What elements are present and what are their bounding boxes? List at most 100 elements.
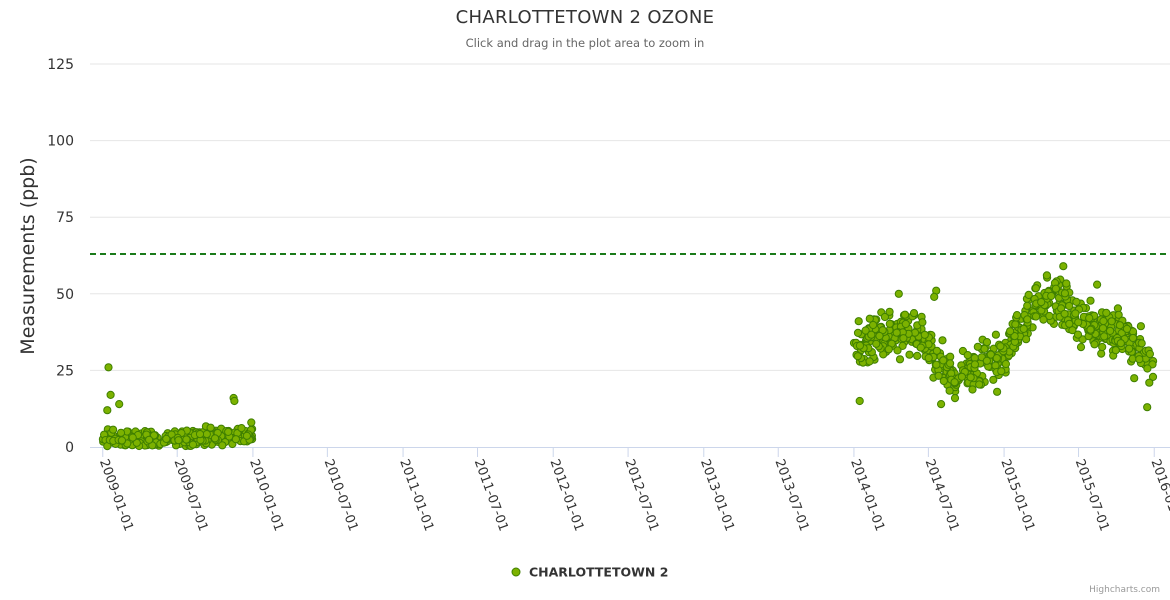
data-point[interactable] xyxy=(973,342,982,351)
data-point[interactable] xyxy=(946,352,955,361)
data-point[interactable] xyxy=(202,430,211,439)
data-point[interactable] xyxy=(892,328,901,337)
data-point[interactable] xyxy=(1086,296,1095,305)
data-point[interactable] xyxy=(1143,403,1152,412)
data-point[interactable] xyxy=(1148,372,1158,381)
data-point[interactable] xyxy=(880,312,890,322)
data-point[interactable] xyxy=(1093,280,1102,289)
data-point[interactable] xyxy=(1097,349,1106,358)
data-point[interactable] xyxy=(1098,342,1107,352)
data-point[interactable] xyxy=(1037,298,1046,307)
data-point[interactable] xyxy=(865,357,874,366)
data-point[interactable] xyxy=(242,431,251,440)
data-point[interactable] xyxy=(1116,339,1125,348)
data-point[interactable] xyxy=(982,356,992,365)
data-point[interactable] xyxy=(875,331,884,341)
data-point[interactable] xyxy=(992,354,1001,363)
data-point[interactable] xyxy=(986,350,995,359)
data-point[interactable] xyxy=(1122,324,1132,333)
data-point[interactable] xyxy=(1011,320,1020,329)
data-point[interactable] xyxy=(937,400,946,409)
data-point[interactable] xyxy=(901,319,910,329)
data-point[interactable] xyxy=(117,436,127,445)
data-point[interactable] xyxy=(898,341,907,350)
data-point[interactable] xyxy=(989,375,998,384)
data-point[interactable] xyxy=(1136,322,1146,331)
data-point[interactable] xyxy=(1107,317,1116,326)
data-point[interactable] xyxy=(1130,374,1139,383)
data-point[interactable] xyxy=(230,396,239,406)
legend[interactable]: CHARLOTTETOWN 2 xyxy=(511,565,668,580)
data-point[interactable] xyxy=(930,292,939,301)
data-point[interactable] xyxy=(963,351,972,360)
data-point[interactable] xyxy=(1023,315,1032,324)
data-point[interactable] xyxy=(993,387,1002,396)
data-point[interactable] xyxy=(885,307,894,316)
data-point[interactable] xyxy=(162,434,171,443)
data-point[interactable] xyxy=(1019,324,1028,333)
data-point[interactable] xyxy=(980,344,989,353)
data-point[interactable] xyxy=(1006,327,1015,336)
data-point[interactable] xyxy=(182,435,191,444)
data-point[interactable] xyxy=(1102,308,1111,317)
data-point[interactable] xyxy=(939,376,948,386)
data-point[interactable] xyxy=(109,425,118,434)
data-point[interactable] xyxy=(916,343,925,352)
data-point[interactable] xyxy=(913,351,922,360)
data-point[interactable] xyxy=(218,441,227,450)
data-point[interactable] xyxy=(924,353,933,363)
data-point[interactable] xyxy=(103,406,112,415)
data-point[interactable] xyxy=(920,330,929,339)
data-point[interactable] xyxy=(991,361,1000,370)
data-point[interactable] xyxy=(1012,311,1022,320)
data-point[interactable] xyxy=(968,385,977,394)
data-point[interactable] xyxy=(938,336,947,345)
data-point[interactable] xyxy=(996,342,1005,351)
data-point[interactable] xyxy=(1042,271,1052,280)
data-point[interactable] xyxy=(894,289,903,298)
data-point[interactable] xyxy=(1073,330,1083,339)
data-point[interactable] xyxy=(1135,355,1144,364)
data-point[interactable] xyxy=(899,334,908,343)
data-point[interactable] xyxy=(1128,333,1138,343)
data-point[interactable] xyxy=(174,436,183,445)
data-point[interactable] xyxy=(1024,290,1033,299)
data-point[interactable] xyxy=(1145,378,1154,387)
data-point[interactable] xyxy=(854,317,863,326)
data-point[interactable] xyxy=(1022,335,1031,344)
data-point[interactable] xyxy=(946,359,955,368)
data-point[interactable] xyxy=(950,378,959,387)
data-point[interactable] xyxy=(106,390,115,399)
data-point[interactable] xyxy=(115,400,124,409)
data-point[interactable] xyxy=(237,424,246,433)
data-point[interactable] xyxy=(1145,349,1155,359)
data-point[interactable] xyxy=(1060,309,1069,318)
credits-link[interactable]: Highcharts.com xyxy=(1089,585,1160,595)
data-point[interactable] xyxy=(991,330,1001,339)
data-point[interactable] xyxy=(231,435,240,444)
data-point[interactable] xyxy=(909,309,919,318)
data-point[interactable] xyxy=(869,320,878,330)
data-point[interactable] xyxy=(1031,312,1041,321)
data-point[interactable] xyxy=(1086,325,1095,334)
data-point[interactable] xyxy=(939,356,948,365)
data-point[interactable] xyxy=(982,338,992,347)
data-point[interactable] xyxy=(1060,289,1070,298)
data-point[interactable] xyxy=(1074,318,1083,327)
data-point[interactable] xyxy=(1111,346,1120,355)
data-point[interactable] xyxy=(1045,311,1054,321)
data-point[interactable] xyxy=(861,326,870,335)
data-point[interactable] xyxy=(195,430,205,439)
data-point[interactable] xyxy=(128,433,137,442)
series-points[interactable] xyxy=(98,262,1158,451)
data-point[interactable] xyxy=(900,310,910,319)
data-point[interactable] xyxy=(950,394,960,403)
data-point[interactable] xyxy=(932,346,942,355)
data-point[interactable] xyxy=(1114,310,1123,319)
data-point[interactable] xyxy=(893,346,902,355)
data-point[interactable] xyxy=(1085,314,1094,323)
data-point[interactable] xyxy=(1023,301,1032,310)
data-point[interactable] xyxy=(865,314,874,323)
